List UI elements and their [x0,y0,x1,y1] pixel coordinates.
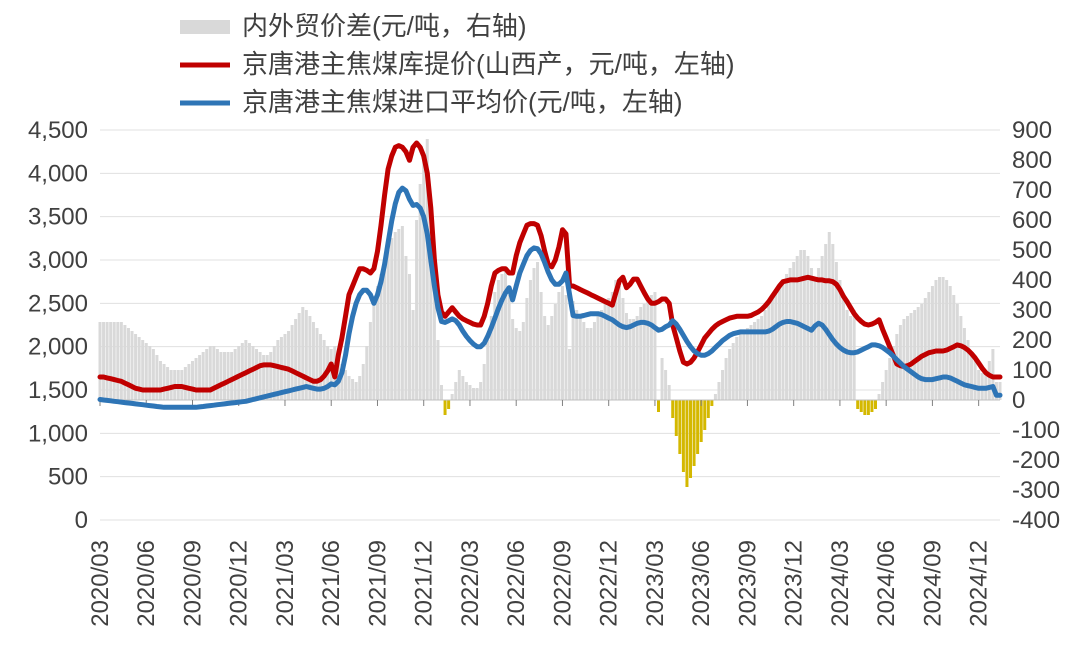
svg-text:1,500: 1,500 [28,377,88,404]
svg-text:200: 200 [1012,327,1052,354]
svg-text:-100: -100 [1012,417,1060,444]
svg-text:2024/12: 2024/12 [966,540,993,627]
svg-text:-200: -200 [1012,447,1060,474]
coal-price-chart: 0 500 1,000 1,500 2,000 2,500 3,000 3,500 4,000 4… [0,0,1080,671]
svg-text:-400: -400 [1012,507,1060,534]
svg-text:400: 400 [1012,267,1052,294]
legend-label: 京唐港主焦煤库提价(山西产，元/吨，左轴) [242,49,735,79]
svg-text:2022/09: 2022/09 [549,540,576,627]
svg-text:2023/03: 2023/03 [642,540,669,627]
svg-text:2021/06: 2021/06 [318,540,345,627]
svg-text:700: 700 [1012,177,1052,204]
svg-text:300: 300 [1012,297,1052,324]
svg-text:2020/09: 2020/09 [179,540,206,627]
legend-label: 内外贸价差(元/吨，右轴) [242,11,527,41]
x-axis: 2020/03 2020/06 2020/09 2020/12 2021/03 2021/… [87,540,993,627]
legend-swatch-bar [180,20,230,34]
svg-text:100: 100 [1012,357,1052,384]
svg-text:2023/09: 2023/09 [734,540,761,627]
svg-text:1,000: 1,000 [28,420,88,447]
svg-text:-300: -300 [1012,477,1060,504]
svg-text:2020/06: 2020/06 [133,540,160,627]
svg-text:2,500: 2,500 [28,290,88,317]
svg-text:900: 900 [1012,117,1052,144]
legend: 内外贸价差(元/吨，右轴) 京唐港主焦煤库提价(山西产，元/吨，左轴) 京唐港主焦煤… [180,11,735,117]
svg-text:2020/12: 2020/12 [226,540,253,627]
svg-text:2020/03: 2020/03 [87,540,114,627]
price-spread-bars [99,139,1002,487]
svg-text:2024/09: 2024/09 [919,540,946,627]
svg-text:2021/09: 2021/09 [364,540,391,627]
svg-text:3,500: 3,500 [28,204,88,231]
svg-text:800: 800 [1012,147,1052,174]
svg-text:2022/12: 2022/12 [596,540,623,627]
svg-text:4,000: 4,000 [28,160,88,187]
svg-text:0: 0 [1012,387,1025,414]
svg-text:3,000: 3,000 [28,247,88,274]
svg-text:2021/12: 2021/12 [411,540,438,627]
right-axis: -400 -300 -200 -100 0 100 200 300 400 500 600 700 80… [1012,117,1060,534]
left-axis: 0 500 1,000 1,500 2,000 2,500 3,000 3,500 4,000 4… [28,117,88,534]
svg-text:2021/03: 2021/03 [272,540,299,627]
svg-text:600: 600 [1012,207,1052,234]
svg-text:2,000: 2,000 [28,334,88,361]
svg-text:500: 500 [48,464,88,491]
svg-text:2022/03: 2022/03 [457,540,484,627]
svg-text:0: 0 [75,507,88,534]
legend-label: 京唐港主焦煤进口平均价(元/吨，左轴) [242,87,683,117]
svg-text:2022/06: 2022/06 [503,540,530,627]
svg-text:2024/03: 2024/03 [827,540,854,627]
svg-text:2023/06: 2023/06 [688,540,715,627]
svg-text:2023/12: 2023/12 [781,540,808,627]
svg-text:2024/06: 2024/06 [873,540,900,627]
svg-text:500: 500 [1012,237,1052,264]
svg-text:4,500: 4,500 [28,117,88,144]
